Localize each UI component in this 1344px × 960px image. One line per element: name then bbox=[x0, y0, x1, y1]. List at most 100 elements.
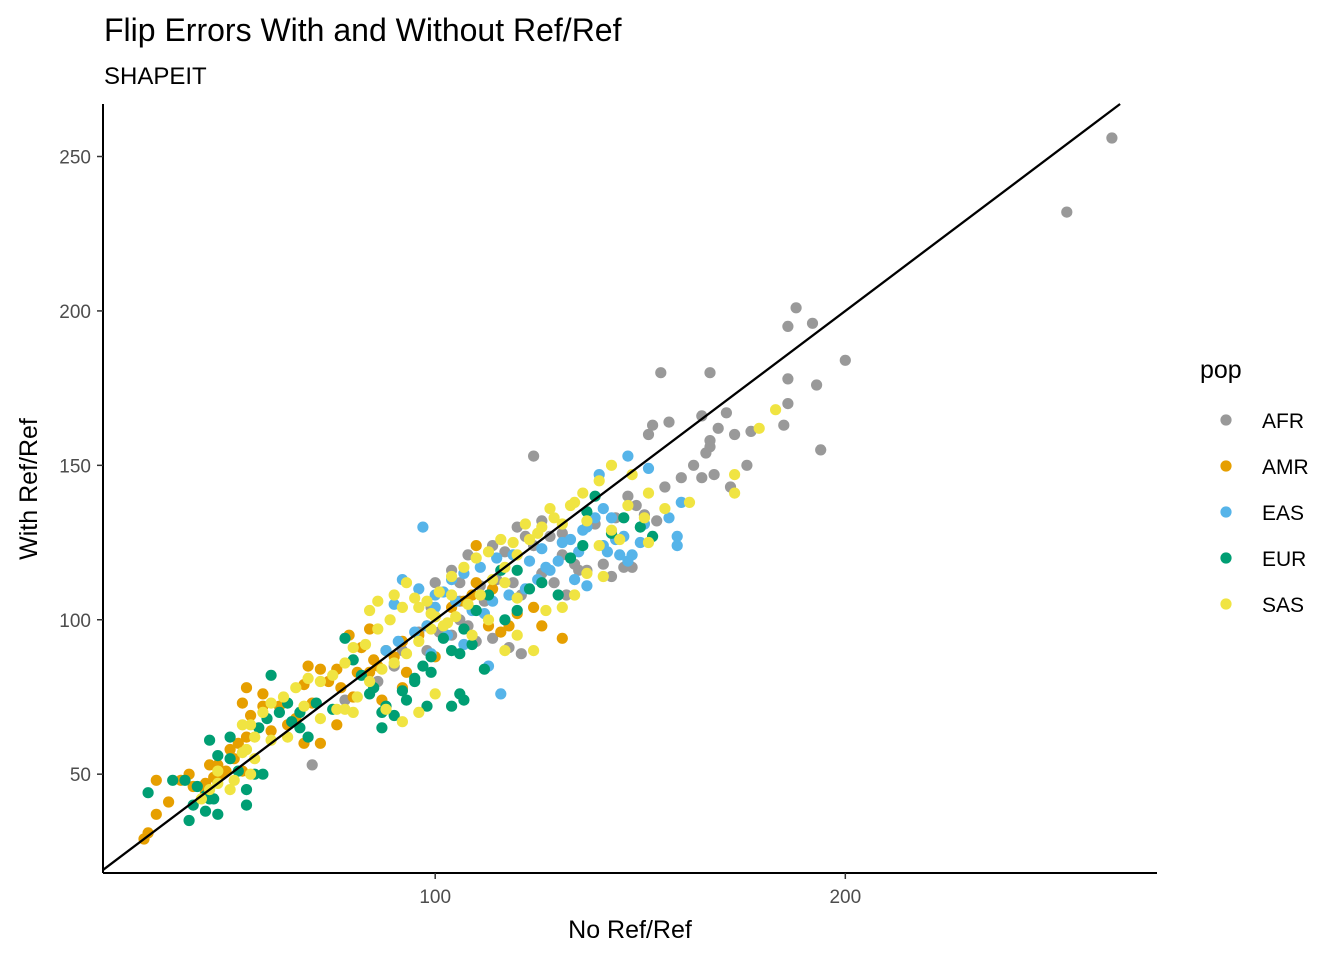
legend-items: AFR AMR EAS EUR SAS bbox=[1220, 410, 1309, 617]
point-eur bbox=[446, 700, 458, 712]
point-sas bbox=[302, 672, 314, 685]
point-eas bbox=[556, 536, 568, 549]
point-sas bbox=[347, 706, 359, 719]
point-sas bbox=[642, 487, 655, 499]
point-amr bbox=[466, 589, 478, 601]
point-eur bbox=[224, 753, 236, 765]
point-sas bbox=[622, 499, 634, 512]
point-afr bbox=[778, 419, 790, 431]
point-eur bbox=[425, 666, 437, 678]
point-afr bbox=[659, 481, 671, 493]
point-sas bbox=[729, 487, 741, 499]
point-sas bbox=[507, 536, 519, 549]
point-eur bbox=[425, 651, 437, 663]
point-eur bbox=[396, 685, 408, 697]
point-sas bbox=[228, 774, 240, 786]
point-eas bbox=[458, 638, 470, 651]
point-sas bbox=[347, 642, 359, 654]
point-sas bbox=[339, 657, 351, 669]
point-sas bbox=[614, 533, 626, 546]
point-afr bbox=[306, 759, 318, 771]
point-eas bbox=[614, 549, 626, 561]
point-sas bbox=[482, 614, 495, 626]
point-eur bbox=[388, 709, 400, 722]
point-sas bbox=[499, 645, 511, 657]
point-eas bbox=[663, 512, 675, 524]
point-sas bbox=[470, 552, 482, 564]
point-sas bbox=[290, 682, 302, 694]
point-sas bbox=[327, 669, 339, 681]
point-eur bbox=[634, 521, 646, 533]
legend-label-eur: EUR bbox=[1262, 548, 1306, 571]
point-sas bbox=[446, 570, 458, 583]
point-amr bbox=[257, 688, 269, 700]
legend-key-amr bbox=[1220, 460, 1232, 472]
point-amr bbox=[314, 737, 326, 749]
point-eur bbox=[589, 490, 601, 502]
point-sas bbox=[446, 589, 458, 601]
legend: pop AFR AMR EAS EUR SAS bbox=[1200, 356, 1309, 617]
point-sas bbox=[277, 691, 290, 703]
point-eas bbox=[413, 583, 425, 595]
point-afr bbox=[741, 459, 753, 471]
point-sas bbox=[245, 768, 257, 780]
point-afr bbox=[663, 416, 675, 428]
point-afr bbox=[544, 530, 556, 543]
point-afr bbox=[630, 499, 642, 512]
point-eur bbox=[421, 700, 433, 712]
point-amr bbox=[536, 620, 548, 632]
point-sas bbox=[425, 608, 437, 620]
point-amr bbox=[302, 660, 314, 672]
point-sas bbox=[770, 404, 782, 416]
legend-key-sas bbox=[1220, 598, 1232, 610]
point-sas bbox=[605, 524, 618, 536]
point-eur bbox=[458, 694, 470, 706]
point-sas bbox=[729, 469, 741, 481]
point-sas bbox=[245, 719, 257, 731]
legend-key-eas bbox=[1220, 506, 1232, 518]
point-eur bbox=[240, 799, 253, 811]
point-sas bbox=[249, 753, 261, 765]
point-sas bbox=[396, 601, 408, 614]
point-eas bbox=[675, 496, 687, 508]
point-afr bbox=[675, 472, 687, 484]
point-sas bbox=[482, 546, 495, 558]
point-sas bbox=[642, 536, 655, 549]
point-sas bbox=[314, 675, 326, 688]
point-eur bbox=[179, 774, 191, 786]
point-sas bbox=[523, 533, 536, 546]
point-sas bbox=[265, 734, 277, 746]
point-afr bbox=[782, 398, 794, 410]
point-afr bbox=[560, 589, 573, 601]
point-eur bbox=[187, 799, 199, 811]
point-sas bbox=[577, 487, 589, 499]
legend-key-eur bbox=[1220, 552, 1232, 564]
point-sas bbox=[396, 716, 408, 728]
point-eas bbox=[536, 543, 548, 555]
point-eas bbox=[622, 450, 634, 462]
point-sas bbox=[593, 540, 605, 552]
point-sas bbox=[364, 675, 376, 688]
point-eur bbox=[437, 632, 449, 644]
point-sas bbox=[372, 595, 384, 607]
point-sas bbox=[450, 611, 462, 623]
point-eur bbox=[376, 722, 388, 734]
y-tick-label: 50 bbox=[70, 765, 91, 786]
point-sas bbox=[564, 499, 577, 512]
point-eur bbox=[273, 706, 285, 719]
point-sas bbox=[581, 515, 593, 527]
legend-label-afr: AFR bbox=[1262, 410, 1304, 433]
point-amr bbox=[240, 731, 253, 743]
x-tick-label: 100 bbox=[419, 887, 451, 908]
point-sas bbox=[581, 567, 593, 580]
point-eur bbox=[552, 589, 564, 601]
point-afr bbox=[605, 570, 618, 583]
point-afr bbox=[782, 373, 794, 385]
point-sas bbox=[212, 765, 224, 777]
point-amr bbox=[314, 663, 326, 675]
point-amr bbox=[265, 725, 277, 737]
point-eur bbox=[240, 784, 253, 796]
point-sas bbox=[474, 589, 486, 601]
point-eas bbox=[495, 688, 507, 700]
point-eur bbox=[191, 780, 203, 793]
